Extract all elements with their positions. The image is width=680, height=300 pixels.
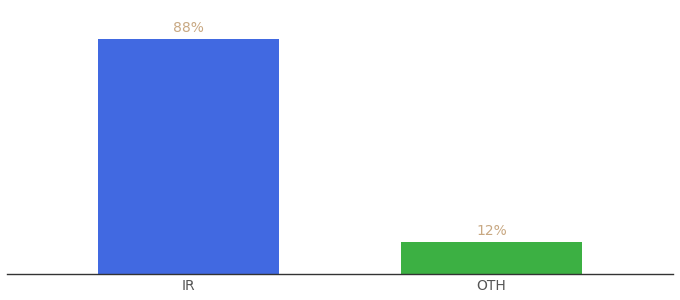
Text: 12%: 12% bbox=[476, 224, 507, 238]
Bar bbox=[401, 242, 582, 274]
Text: 88%: 88% bbox=[173, 21, 204, 35]
Bar bbox=[98, 39, 279, 274]
